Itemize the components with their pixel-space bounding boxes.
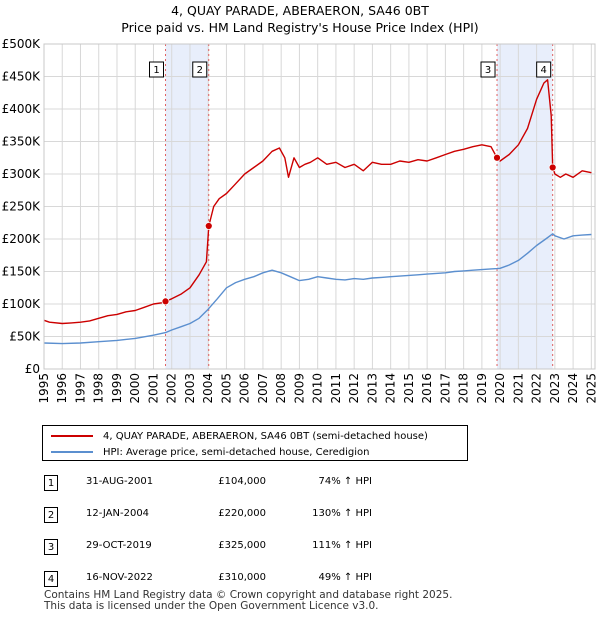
x-tick-label: 2006 [238,373,252,404]
transaction-label: 4 [540,65,546,76]
table-row: 2 12-JAN-2004 £220,000 130% ↑ HPI [42,507,422,527]
x-tick-label: 2013 [365,373,379,404]
transaction-date: 12-JAN-2004 [86,508,150,519]
y-tick-label: £0 [25,362,40,376]
y-tick-label: £400K [2,102,42,116]
x-tick-label: 2011 [329,373,343,404]
x-tick-label: 2004 [201,373,215,404]
legend-item-property: 4, QUAY PARADE, ABERAERON, SA46 0BT (sem… [51,428,428,444]
axes: £0 £50K £100K £150K £200K £250K £300K £350K £400… [2,37,599,404]
x-tick-label: 1999 [110,373,124,404]
x-tick-label: 2025 [584,373,598,404]
legend: 4, QUAY PARADE, ABERAERON, SA46 0BT (sem… [42,425,468,461]
legend-swatch-property [51,435,93,437]
x-tick-label: 2014 [384,373,398,404]
transaction-vlines [165,44,554,369]
y-tick-label: £250K [2,200,42,214]
transaction-hpi-diff: 111% ↑ HPI [312,540,372,551]
transaction-number: 4 [44,571,58,587]
y-tick-label: £350K [2,135,42,149]
x-tick-label: 2000 [128,373,142,404]
legend-label-hpi: HPI: Average price, semi-detached house,… [103,446,370,458]
legend-swatch-hpi [51,451,93,453]
property-series-line [43,79,592,325]
transaction-hpi-diff: 130% ↑ HPI [312,508,372,519]
x-tick-label: 2001 [146,373,160,404]
transaction-label: 2 [197,65,203,76]
x-tick-label: 2002 [165,373,179,404]
y-tick-label: £450K [2,70,42,84]
x-tick-label: 2019 [475,373,489,404]
footer: Contains HM Land Registry data © Crown c… [44,590,452,612]
chart-title: 4, QUAY PARADE, ABERAERON, SA46 0BT [171,3,429,18]
x-tick-label: 1998 [92,373,106,404]
series-lines [43,79,592,345]
x-tick-label: 1997 [73,373,87,404]
transaction-price: £325,000 [218,540,266,551]
plot-border [43,43,596,370]
x-tick-label: 2017 [438,373,452,404]
transaction-number: 1 [44,475,58,491]
table-row: 3 29-OCT-2019 £325,000 111% ↑ HPI [42,539,422,559]
transaction-hpi-diff: 49% ↑ HPI [318,572,372,583]
transaction-number: 2 [44,507,58,523]
chart-title-block: 4, QUAY PARADE, ABERAERON, SA46 0BT Pric… [0,2,600,36]
x-tick-label: 2021 [511,373,525,404]
x-tick-label: 1996 [55,373,69,404]
transaction-price: £310,000 [218,572,266,583]
transaction-point [493,153,501,162]
x-tick-label: 2005 [219,373,233,404]
transaction-date: 31-AUG-2001 [86,476,154,487]
x-tick-label: 2018 [457,373,471,404]
transaction-label-box [149,61,165,78]
x-tick-label: 2012 [347,373,361,404]
table-row: 4 16-NOV-2022 £310,000 49% ↑ HPI [42,571,422,591]
y-tick-label: £150K [2,265,42,279]
x-tick-label: 2007 [256,373,270,404]
legend-label-property: 4, QUAY PARADE, ABERAERON, SA46 0BT (sem… [103,430,428,442]
y-tick-label: £500K [2,37,42,51]
price-chart: 1 2 3 4 £0 £50K £100K £150K £200K £250K £300K £350… [2,37,599,404]
transaction-point [161,297,170,306]
transaction-label: 1 [153,65,159,76]
y-tick-label: £200K [2,232,42,246]
transaction-label-box [480,61,496,78]
x-tick-label: 2015 [402,373,416,404]
table-row: 1 31-AUG-2001 £104,000 74% ↑ HPI [42,475,422,495]
legend-item-hpi: HPI: Average price, semi-detached house,… [51,444,370,460]
footer-copyright: Contains HM Land Registry data © Crown c… [44,589,453,601]
hpi-series-line [43,233,592,345]
transaction-date: 16-NOV-2022 [86,572,153,583]
transaction-label: 3 [485,65,491,76]
y-tick-label: £50K [9,330,41,344]
chart-subtitle: Price paid vs. HM Land Registry's House … [121,20,479,35]
x-tick-label: 1995 [37,373,51,404]
y-tick-label: £100K [2,297,42,311]
footer-licence: This data is licensed under the Open Gov… [44,600,379,612]
x-tick-label: 2009 [292,373,306,404]
x-tick-label: 2020 [493,373,507,404]
transaction-label-box [192,61,208,78]
transaction-point [204,222,213,230]
transaction-markers: 1 2 3 4 [149,61,557,306]
y-tick-label: £300K [2,167,42,181]
x-tick-label: 2022 [530,373,544,404]
transaction-price: £220,000 [218,508,266,519]
x-tick-label: 2016 [420,373,434,404]
transaction-label-box [536,61,552,78]
transaction-date: 29-OCT-2019 [86,540,152,551]
x-tick-label: 2023 [548,373,562,404]
x-tick-label: 2003 [183,373,197,404]
x-tick-label: 2024 [566,373,580,404]
x-tick-label: 2008 [274,373,288,404]
transaction-number: 3 [44,539,58,555]
transaction-hpi-diff: 74% ↑ HPI [318,476,372,487]
transaction-price: £104,000 [218,476,266,487]
transaction-point [548,163,557,172]
x-tick-label: 2010 [311,373,325,404]
